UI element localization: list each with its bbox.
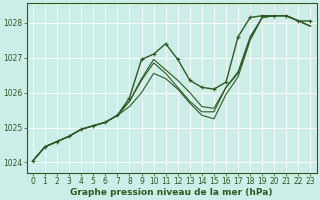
X-axis label: Graphe pression niveau de la mer (hPa): Graphe pression niveau de la mer (hPa) xyxy=(70,188,273,197)
